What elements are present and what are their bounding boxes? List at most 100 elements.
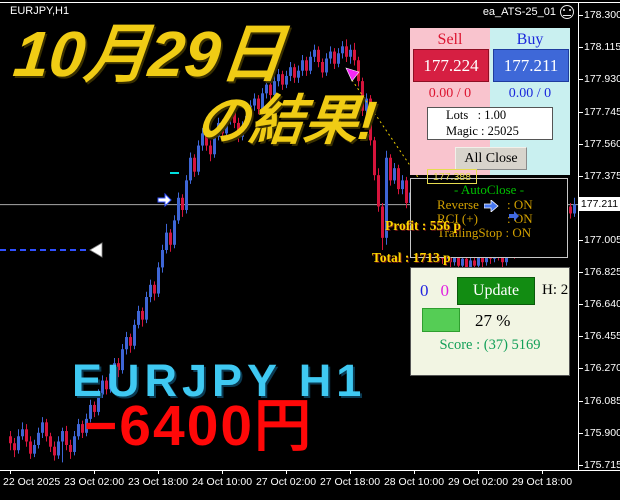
candle-body <box>361 81 364 111</box>
candle-body <box>237 122 240 137</box>
candle-body <box>21 429 24 437</box>
candle-body <box>189 157 192 181</box>
candle-body <box>389 157 392 181</box>
price-axis-label: 176.825 <box>584 265 620 278</box>
candle-body <box>209 145 212 155</box>
price-axis-label: 177.375 <box>584 170 620 183</box>
autoclose-row-trailingstop[interactable]: TrailingStop : ON <box>411 226 567 240</box>
price-axis-label: 176.455 <box>584 330 620 343</box>
candle-body <box>97 394 100 412</box>
candle-body <box>261 93 264 110</box>
candle-body <box>77 424 80 437</box>
price-tickmark <box>578 400 583 402</box>
candle-body <box>33 444 36 454</box>
autoclose-row-value: : ON <box>505 225 532 240</box>
price-axis-label: 175.900 <box>584 426 620 439</box>
candle-body <box>269 84 272 96</box>
candle-body <box>481 255 484 263</box>
time-axis-label: 28 Oct 10:00 <box>383 476 445 488</box>
progress-bar <box>422 308 460 332</box>
time-axis-label: 29 Oct 02:00 <box>447 476 509 488</box>
time-axis-line <box>0 470 620 471</box>
overlay-date-title: 10月29日 <box>10 18 289 90</box>
autoclose-row-name: RCI (+) <box>437 211 478 226</box>
sell-stats: 0.00 / 0 <box>428 86 472 101</box>
ea-name-row: ea_ATS-25_01 <box>430 5 574 19</box>
price-tickmark <box>578 240 583 242</box>
candle-body <box>165 232 168 251</box>
counter-magenta: 0 <box>440 280 450 300</box>
autoclose-row-name: Reverse <box>437 197 479 212</box>
candle-body <box>205 133 208 146</box>
candle-body <box>333 51 336 64</box>
candle-body <box>117 363 120 371</box>
time-tickmark <box>478 470 479 474</box>
candle-body <box>473 260 476 266</box>
candle-body <box>453 255 456 263</box>
time-axis-label: 22 Oct 2025 <box>3 476 61 488</box>
candle-body <box>65 431 68 445</box>
update-panel-row: 0 0 Update H: 2 <box>410 276 570 305</box>
price-tickmark <box>578 336 583 338</box>
profit-comment-text: Profit : 556 p <box>385 218 461 233</box>
price-axis-label: 175.715 <box>584 458 620 471</box>
progress-percent-label: 27 % <box>475 311 511 330</box>
candle-body <box>173 220 176 245</box>
order-close-arrow-icon <box>89 242 103 258</box>
candle-body <box>357 60 360 82</box>
time-axis-label: 23 Oct 18:00 <box>127 476 189 488</box>
time-tickmark <box>542 470 543 474</box>
candle-body <box>157 267 160 294</box>
sell-signal-arrow-icon <box>345 67 360 82</box>
candle-body <box>253 98 256 106</box>
update-button[interactable]: Update <box>457 276 535 305</box>
symbol-period-label: EURJPY,H1 <box>10 5 70 17</box>
price-tickmark <box>578 15 583 16</box>
candle-body <box>89 404 92 419</box>
candle-body <box>345 46 348 57</box>
autoclose-row-reverse[interactable]: Reverse : ON <box>411 198 567 212</box>
price-tickmark <box>578 271 583 273</box>
candle-body <box>573 204 576 214</box>
all-close-button[interactable]: All Close <box>455 147 527 170</box>
candle-body <box>193 157 196 172</box>
candle-body <box>281 74 284 85</box>
candle-body <box>329 51 332 59</box>
candle-body <box>177 197 180 221</box>
price-tickmark <box>578 432 583 434</box>
cyan-price-tick <box>170 172 179 174</box>
buy-price-button[interactable]: 177.211 <box>493 49 569 82</box>
autoclose-row-value: : ON <box>507 197 533 212</box>
price-axis-line <box>578 2 579 470</box>
h-counter-label: H: 2 <box>542 282 569 298</box>
candle-body <box>161 250 164 268</box>
counter-blue: 0 <box>420 280 429 300</box>
candle-body <box>81 424 84 433</box>
time-axis-label: 23 Oct 02:00 <box>63 476 125 488</box>
candle-body <box>41 422 44 433</box>
candle-body <box>381 206 384 238</box>
candle-body <box>49 436 52 447</box>
price-axis-label: 177.930 <box>584 73 620 86</box>
candle-body <box>125 337 128 350</box>
overlay-pnl-text: −6400円 <box>84 394 314 458</box>
overlay-result-title: の結果! <box>192 91 380 151</box>
candle-body <box>349 49 352 57</box>
autoclose-row-name: TrailingStop <box>437 225 503 240</box>
time-tickmark <box>350 470 351 474</box>
score-label: Score : (37) 5169 <box>439 337 541 353</box>
candle-body <box>29 441 32 454</box>
candle-body <box>17 436 20 451</box>
autoclose-title: - AutoClose - <box>453 182 525 197</box>
candle-body <box>221 122 224 134</box>
sell-price-button[interactable]: 177.224 <box>413 49 489 82</box>
candle-body <box>241 126 244 137</box>
time-axis-label: 27 Oct 18:00 <box>319 476 381 488</box>
candle-body <box>213 136 216 155</box>
total-comment-text: Total : 1713 p <box>372 250 451 265</box>
price-axis-label: 177.745 <box>584 105 620 118</box>
candle-body <box>25 429 28 442</box>
candle-body <box>285 75 288 85</box>
candle-body <box>353 49 356 61</box>
